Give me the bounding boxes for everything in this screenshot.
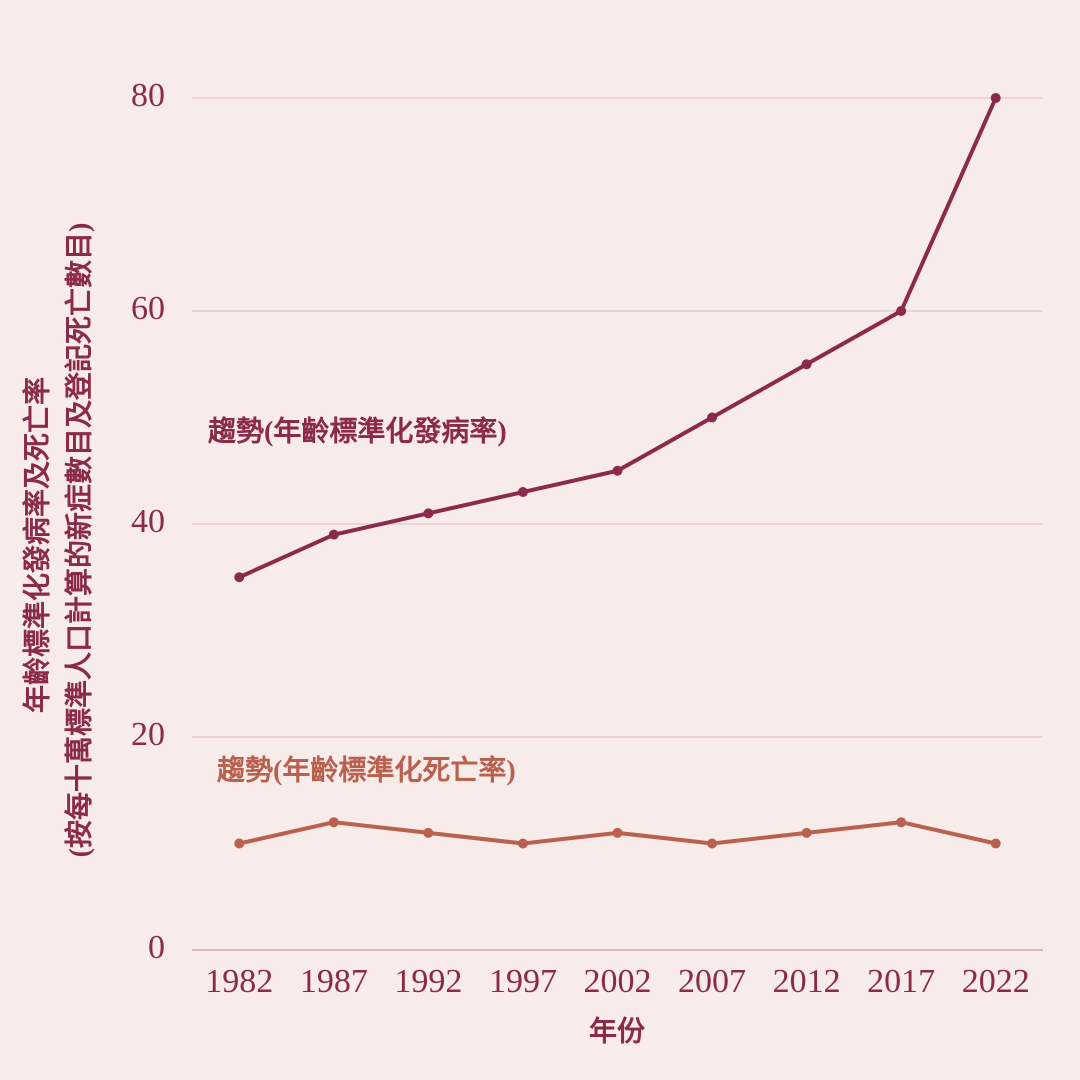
x-tick-label: 2002 xyxy=(584,963,652,1000)
data-point xyxy=(234,838,245,849)
x-axis-label: 年份 xyxy=(589,1014,645,1047)
series-label: 趨勢(年齡標準化死亡率) xyxy=(217,753,516,786)
data-point xyxy=(990,93,1001,103)
y-axis-label: (按每十萬標準人口計算的新症數目及登記死亡數目) xyxy=(62,223,95,858)
x-tick-label: 1992 xyxy=(394,963,462,1000)
data-point xyxy=(801,359,812,370)
x-tick-label: 2012 xyxy=(773,963,841,1000)
series-label: 趨勢(年齡標準化發病率) xyxy=(208,414,507,447)
x-tick-label: 1987 xyxy=(300,963,368,1000)
x-tick-label: 2017 xyxy=(867,963,935,1000)
y-tick-label: 60 xyxy=(131,290,165,327)
x-tick-label: 2022 xyxy=(962,963,1030,1000)
data-point xyxy=(423,508,434,519)
y-axis-label: 年齡標準化發病率及死亡率 xyxy=(20,377,53,713)
data-point xyxy=(328,817,339,828)
data-point xyxy=(234,572,245,583)
y-tick-label: 0 xyxy=(148,929,165,966)
x-tick-label: 1982 xyxy=(205,963,273,1000)
data-point xyxy=(896,306,907,316)
data-point xyxy=(707,838,718,849)
data-point xyxy=(612,465,623,476)
data-point xyxy=(517,487,528,498)
data-point xyxy=(328,529,339,540)
x-tick-label: 2007 xyxy=(678,963,746,1000)
y-tick-label: 20 xyxy=(131,716,165,753)
data-point xyxy=(423,827,434,838)
y-tick-label: 80 xyxy=(131,77,165,114)
data-point xyxy=(707,412,718,423)
data-point xyxy=(612,827,623,838)
y-tick-label: 40 xyxy=(131,503,165,540)
x-tick-label: 1997 xyxy=(489,963,557,1000)
data-point xyxy=(896,817,907,828)
data-point xyxy=(517,838,528,849)
data-point xyxy=(801,827,812,838)
data-point xyxy=(990,838,1001,849)
